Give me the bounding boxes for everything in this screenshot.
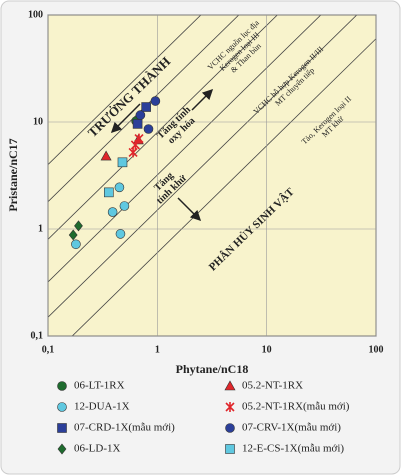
- point: [134, 133, 144, 144]
- x-tick-label: 0,1: [42, 344, 55, 355]
- ratio-line: [48, 15, 322, 283]
- legend-marker: [57, 423, 67, 433]
- point: [74, 220, 83, 232]
- y-axis-label: Pristane/nC17: [6, 138, 20, 211]
- legend-marker: [57, 402, 67, 412]
- legend-label: 07-CRV-1X(mẫu mới): [242, 422, 341, 434]
- point: [100, 150, 112, 161]
- y-tick-label: 0,1: [31, 330, 44, 341]
- ratio-line: [48, 15, 278, 240]
- legend-label: 05.2-NT-1RX(mẫu mới): [242, 401, 350, 413]
- point: [141, 102, 151, 112]
- point: [71, 239, 81, 250]
- point: [104, 187, 114, 198]
- y-tick-label: 100: [28, 9, 43, 20]
- x-axis-label: Phytane/nC18: [176, 362, 249, 376]
- legend-label: 05.2-NT-1RX: [242, 380, 303, 392]
- point: [128, 147, 138, 158]
- legend-label: 06-LT-1RX: [74, 380, 125, 392]
- annotation-arrow: [110, 103, 141, 134]
- y-tick-label: 10: [33, 116, 43, 127]
- legend-label: 06-LD-1X: [74, 443, 120, 455]
- point: [107, 207, 118, 217]
- annotation-arrow: [177, 197, 202, 222]
- point: [114, 182, 125, 193]
- y-tick-label: 1: [38, 223, 43, 234]
- x-tick-label: 100: [369, 344, 384, 355]
- annotation-arrow: [191, 88, 214, 111]
- legend-label: 07-CRD-1X(mẫu mới): [74, 422, 175, 434]
- x-tick-label: 1: [155, 344, 160, 355]
- point: [143, 124, 154, 134]
- ratio-line: [48, 15, 240, 202]
- x-tick-label: 10: [262, 344, 272, 355]
- ratio-line: [48, 15, 202, 165]
- point: [115, 229, 126, 239]
- legend-marker: [225, 423, 235, 433]
- ratio-line: [48, 15, 358, 318]
- point: [135, 110, 146, 120]
- legend-marker: [225, 402, 235, 412]
- point: [117, 157, 128, 168]
- plot-layer: [48, 15, 376, 336]
- legend-marker: [225, 444, 235, 454]
- legend-label: 12-DUA-1X: [74, 401, 130, 413]
- point: [132, 119, 143, 129]
- point: [119, 201, 130, 211]
- legend-marker: [57, 381, 67, 391]
- point: [68, 229, 78, 241]
- legend-label: 12-E-CS-1X(mẫu mới): [242, 443, 344, 455]
- point: [150, 96, 161, 106]
- legend-marker: [57, 443, 67, 455]
- plot-area: [47, 14, 377, 337]
- ratio-line: [71, 38, 376, 336]
- legend-marker: [224, 380, 236, 391]
